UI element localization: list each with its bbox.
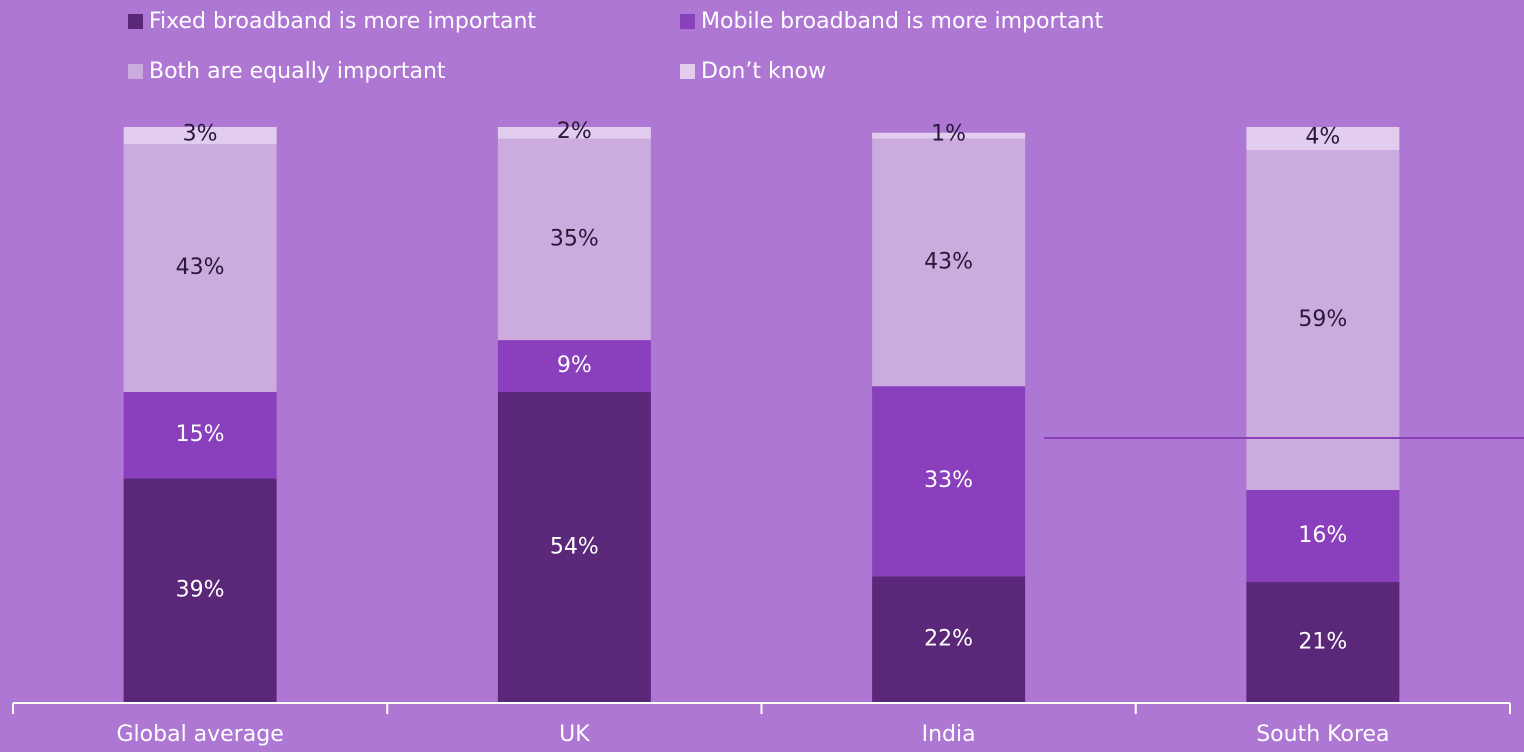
- legend-label-mobile: Mobile broadband is more important: [701, 9, 1104, 34]
- legend-label-dont-know: Don’t know: [701, 59, 827, 84]
- x-tick-label-south-korea: South Korea: [1256, 722, 1389, 747]
- bar-dont-know-uk: [497, 127, 651, 139]
- legend-item-mobile: Mobile broadband is more important: [680, 9, 1103, 34]
- data-label-mobile-south-korea: 16%: [1298, 523, 1347, 548]
- data-label-mobile-india: 33%: [924, 468, 973, 493]
- data-label-both-india: 43%: [924, 249, 973, 274]
- bar-fixed-south-korea: [1246, 582, 1400, 703]
- legend-item-both: Both are equally important: [128, 59, 446, 84]
- bar-dont-know-global-average: [123, 127, 277, 145]
- bar-dont-know-india: [872, 132, 1026, 139]
- data-label-mobile-global-average: 15%: [176, 422, 225, 447]
- bar-fixed-uk: [497, 391, 651, 703]
- bar-both-india: [872, 138, 1026, 387]
- bar-fixed-india: [872, 576, 1026, 703]
- x-tick-label-india: India: [922, 722, 976, 747]
- bar-mobile-south-korea: [1246, 489, 1400, 583]
- data-label-fixed-global-average: 39%: [176, 578, 225, 603]
- data-label-fixed-uk: 54%: [550, 534, 599, 559]
- bar-fixed-global-average: [123, 478, 277, 703]
- data-label-both-south-korea: 59%: [1298, 307, 1347, 332]
- bar-mobile-india: [872, 386, 1026, 577]
- data-label-dont-know-south-korea: 4%: [1305, 125, 1340, 150]
- legend-item-fixed: Fixed broadband is more important: [128, 9, 536, 34]
- legend-swatch-dont-know: [680, 64, 695, 79]
- legend-label-fixed: Fixed broadband is more important: [149, 9, 537, 34]
- data-label-both-uk: 35%: [550, 226, 599, 251]
- legend-swatch-both: [128, 64, 143, 79]
- x-tick-label-uk: UK: [559, 722, 590, 747]
- data-label-mobile-uk: 9%: [557, 353, 592, 378]
- legend-swatch-mobile: [680, 14, 695, 29]
- bar-mobile-uk: [497, 340, 651, 392]
- data-label-fixed-south-korea: 21%: [1298, 630, 1347, 655]
- legend-label-both: Both are equally important: [149, 59, 446, 84]
- bar-dont-know-south-korea: [1246, 127, 1400, 151]
- data-label-both-global-average: 43%: [176, 255, 225, 280]
- data-label-dont-know-uk: 2%: [557, 119, 592, 144]
- bar-both-global-average: [123, 144, 277, 392]
- data-label-dont-know-india: 1%: [931, 122, 966, 147]
- bar-both-uk: [497, 138, 651, 341]
- bar-mobile-global-average: [123, 391, 277, 479]
- bar-both-south-korea: [1246, 150, 1400, 490]
- legend-swatch-fixed: [128, 14, 143, 29]
- data-label-fixed-india: 22%: [924, 627, 973, 652]
- legend-item-dont-know: Don’t know: [680, 59, 826, 84]
- x-tick-label-global-average: Global average: [117, 722, 284, 747]
- data-label-dont-know-global-average: 3%: [183, 122, 218, 147]
